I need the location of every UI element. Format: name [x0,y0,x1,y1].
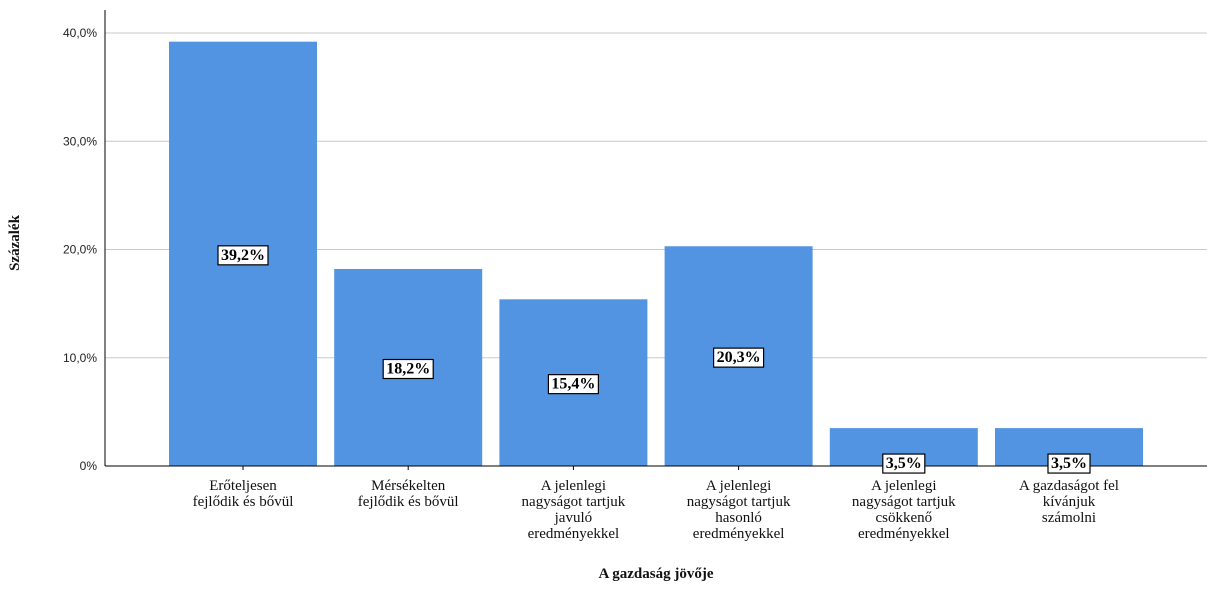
y-tick-label: 10,0% [63,351,97,365]
x-tick-labels: Erőteljesen fejlődik és bővül Mérsékelten f… [193,478,1119,542]
y-tick-label: 20,0% [63,243,97,257]
bars [169,41,1143,466]
data-label: 3,5% [1047,453,1091,474]
data-label: 15,4% [547,374,600,395]
y-tick-labels: 0% 10,0% 20,0% 30,0% 40,0% [63,26,97,473]
data-label: 39,2% [217,245,269,266]
svg-text:3,5%: 3,5% [1051,455,1087,472]
data-labels: 39,2% 18,2% 15,4% 20,3% 3,5% 3,5% [217,245,1091,474]
x-tick-label: Mérsékelten fejlődik és bővül [358,478,459,510]
svg-text:18,2%: 18,2% [386,360,430,377]
x-tick-label: A jelenlegi nagyságot tartjuk javuló eredmé… [522,478,626,542]
x-tick-label: A jelenlegi nagyságot tartjuk csökkenő ered… [852,478,956,542]
x-tick-label: A gazdaságot fel kívánjuk számolni [1019,478,1119,526]
x-axis-title: A gazdaság jövője [599,566,714,582]
y-tick-label: 30,0% [63,134,97,148]
x-tick-label: Erőteljesen fejlődik és bővül [193,478,294,510]
x-tick-label: A jelenlegi nagyságot tartjuk hasonló eredm… [687,478,791,542]
y-axis-title: Százalék [7,214,23,270]
svg-text:3,5%: 3,5% [886,455,922,472]
svg-text:39,2%: 39,2% [221,247,265,264]
data-label: 3,5% [882,453,926,474]
y-tick-label: 40,0% [63,26,97,40]
svg-text:15,4%: 15,4% [551,376,595,393]
data-label: 18,2% [382,358,434,380]
y-tick-label: 0% [80,459,98,473]
svg-text:20,3%: 20,3% [717,349,761,366]
data-label: 20,3% [712,347,765,368]
